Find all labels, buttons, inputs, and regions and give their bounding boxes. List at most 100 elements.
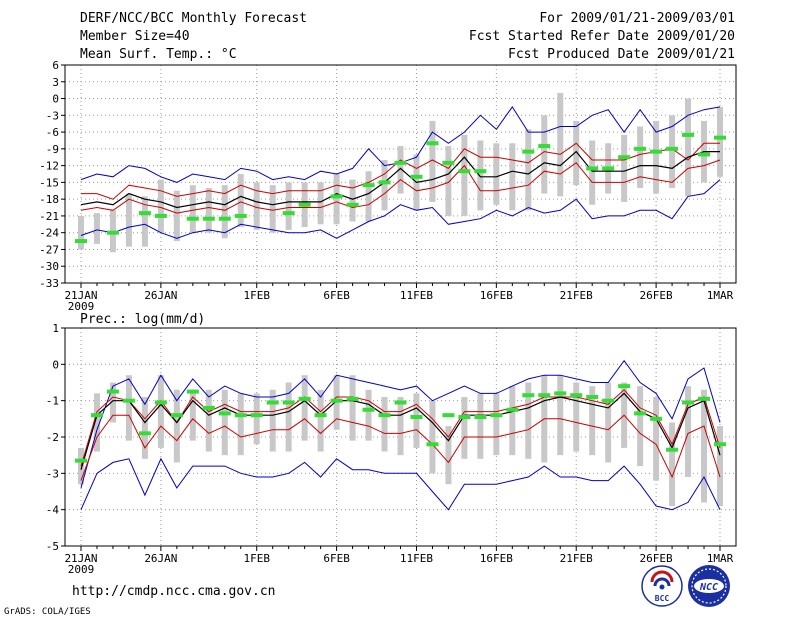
temp-observed-21 [410,174,423,179]
prec-observed-19 [378,413,391,418]
temp-observed-33 [602,166,615,171]
prec-box-12 [269,389,276,452]
prec-ytick-label: -5 [46,540,59,553]
prec-xtick-label: 21FEB [560,552,593,565]
temp-mean-line [80,150,720,209]
temp-box-29 [541,115,548,194]
prec-box-31 [573,382,580,452]
temp-box-10 [237,174,244,228]
prec-box-17 [349,375,356,441]
produced-date-label: Fcst Produced Date 2009/01/21 [508,47,735,62]
temp-box-24 [461,134,468,216]
ncc-logo: NCC [688,565,730,607]
temp-ytick-label: -27 [39,243,59,256]
temp-box-28 [525,129,532,211]
prec-box-25 [477,393,484,459]
prec-box-39 [701,389,708,503]
precipitation-panel: 1 0 -1 -2 -3 -4 -5 21JAN 26JAN 1FEB 6FEB 11FEB 16FEB… [46,322,737,576]
temp-ytick-label: 0 [52,93,59,106]
temp-observed-5 [154,213,167,218]
temp-observed-34 [618,155,631,160]
prec-observed-36 [650,416,663,421]
prec-xtick-label: 11FEB [400,552,433,565]
temp-spread-upper-line [81,142,720,200]
temp-observed-32 [586,166,599,171]
temp-box-16 [333,174,340,225]
prec-observed-1 [90,413,103,418]
prec-xtick-label: 6FEB [323,552,350,565]
temp-ytick-label: -9 [46,143,59,156]
prec-box-6 [173,389,180,463]
temp-ytick-label: -15 [39,176,59,189]
prec-box-32 [589,386,596,456]
temp-ytick-label: -6 [46,126,59,139]
temp-observed-0 [75,239,87,244]
member-size-label: Member Size=40 [80,29,190,44]
prec-observed-4 [138,431,151,436]
temp-box-25 [477,140,484,211]
temp-observed-20 [394,160,407,165]
temp-box-5 [157,179,164,233]
temp-observed-2 [106,230,119,235]
prec-box-4 [141,397,148,459]
temp-box-38 [685,98,692,197]
temp-box-12 [269,185,276,233]
prec-observed-23 [442,413,455,418]
temp-box-0 [78,215,84,250]
temp-ytick-label: -30 [39,260,59,273]
temp-box-8 [205,187,212,233]
temp-observed-25 [474,169,487,174]
prec-x-axis: 21JAN 26JAN 1FEB 6FEB 11FEB 16FEB 21FEB 26FEB 1M… [64,546,734,576]
prec-box-8 [205,389,212,452]
prec-observed-21 [410,415,423,420]
prec-box-35 [637,386,644,467]
temp-observed-40 [714,135,726,140]
prec-xtick-label: 1FEB [243,552,270,565]
temp-box-31 [573,120,580,186]
grads-credit: GrADS: COLA/IGES [4,607,91,617]
prec-observed-40 [714,442,726,447]
temp-observed-10 [234,213,247,218]
prec-box-22 [429,400,436,474]
prec-ytick-label: -2 [46,431,59,444]
prec-observed-25 [474,415,487,420]
prec-spread-lower-line [80,414,721,481]
prec-ytick-label: -1 [46,395,59,408]
temp-observed-7 [186,216,199,221]
temp-xtick-label: 11FEB [400,289,433,302]
temp-ytick-label: -21 [39,210,59,223]
prec-observed-6 [170,413,183,418]
prec-box-1 [93,393,100,452]
prec-box-27 [509,386,516,456]
prec-box-5 [157,375,164,448]
temp-xtick-year: 2009 [68,300,95,313]
temp-box-1 [93,213,100,244]
temp-box-20 [397,146,404,194]
temp-box-32 [589,140,596,205]
prec-observed-2 [106,389,119,394]
temp-box-11 [253,182,260,230]
ncc-logo-text: NCC [699,582,718,593]
temp-box-27 [509,143,516,211]
temp-ytick-label: -18 [39,193,59,206]
prec-xtick-label: 1MAR [707,552,734,565]
prec-box-24 [461,397,468,459]
prec-observed-5 [154,400,167,405]
forecast-period-label: For 2009/01/21-2009/03/01 [539,11,735,26]
temp-observed-38 [682,132,695,137]
temp-box-34 [621,134,628,202]
prec-box-18 [365,389,372,441]
prec-box-14 [301,375,308,441]
prec-observed-34 [618,384,631,389]
prec-box-37 [669,422,676,507]
temp-observed-8 [202,216,215,221]
chart-title: DERF/NCC/BCC Monthly Forecast [80,11,307,26]
prec-observed-7 [186,389,199,394]
prec-box-19 [381,397,388,452]
prec-observed-26 [490,413,503,418]
temp-observed-4 [138,211,151,216]
prec-observed-9 [218,411,231,416]
temp-ytick-label: -24 [39,227,59,240]
prec-box-30 [557,375,564,456]
